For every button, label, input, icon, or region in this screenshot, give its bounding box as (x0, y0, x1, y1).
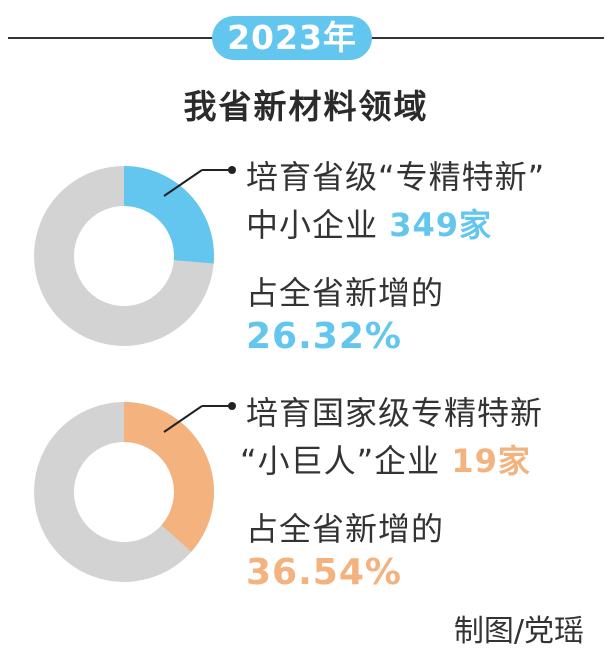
stat2-count: 19家 (451, 442, 531, 480)
stat1-line1: 培育省级“专精特新” (246, 158, 546, 196)
stat2-line2-prefix: “小巨人”企业 (240, 442, 441, 480)
donut-chart-national (34, 402, 236, 582)
year-badge: 2023年 (212, 16, 372, 60)
stat1-line2-prefix: 中小企业 (246, 206, 379, 244)
header-rule-right (366, 37, 604, 39)
stat1-count: 349家 (389, 206, 492, 244)
leader-line (163, 405, 203, 433)
donut-chart-provincial (34, 166, 236, 346)
donut-slice (124, 166, 214, 264)
header-rule-left (8, 37, 218, 39)
stat2-percent: 36.54% (246, 552, 402, 593)
leader-line (163, 169, 203, 197)
stat1-line3: 占全省新增的 (246, 274, 445, 312)
leader-dot (228, 402, 236, 410)
stat1-percent: 26.32% (246, 316, 402, 357)
donut-slice (124, 402, 214, 552)
stat2-line3: 占全省新增的 (246, 510, 445, 548)
leader-dot (228, 166, 236, 174)
credit-text: 制图/党瑶 (453, 614, 584, 649)
stat2-line2: “小巨人”企业 19家 (240, 436, 531, 482)
page-subtitle: 我省新材料领域 (183, 87, 429, 126)
stat1-line2: 中小企业 349家 (246, 200, 492, 246)
stat2-line1: 培育国家级专精特新 (246, 394, 544, 432)
